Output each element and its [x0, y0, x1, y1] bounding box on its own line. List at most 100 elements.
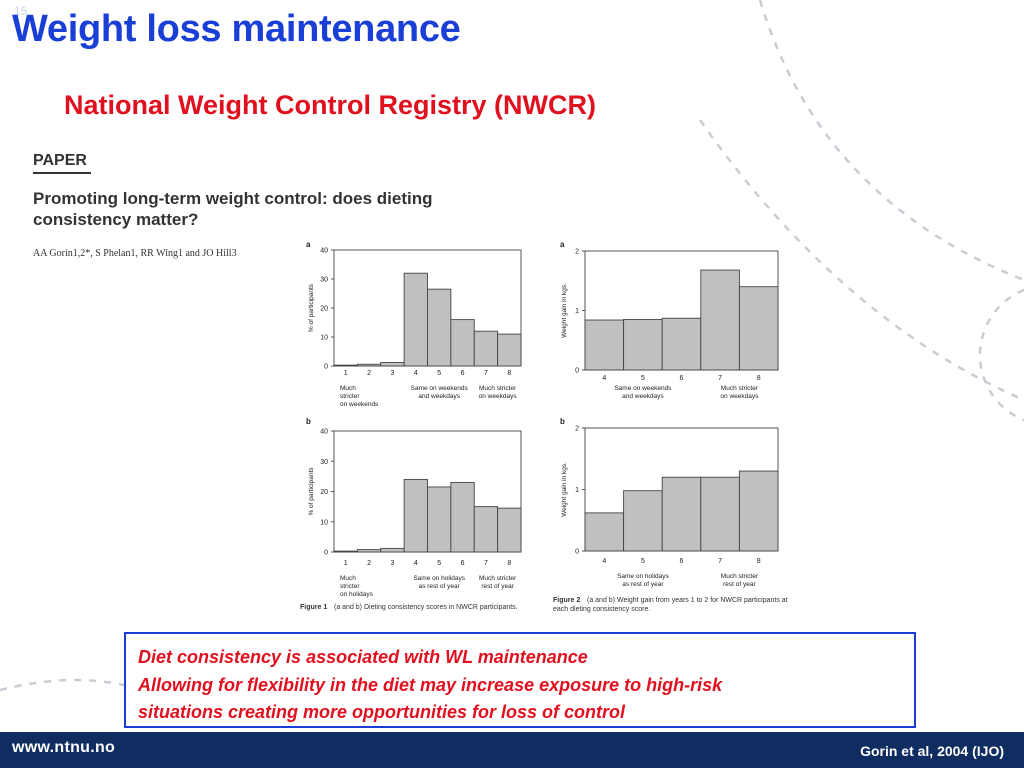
- fig2b-bar: [623, 490, 663, 552]
- fig2a-group-label: Same on weekends: [614, 385, 672, 392]
- fig1b-group-label: rest of year: [481, 583, 514, 590]
- fig2a-ylabel: Weight gain in kgs.: [561, 283, 568, 338]
- fig2b-ytick-label: 2: [575, 426, 579, 433]
- fig2b-category-label: 7: [718, 558, 722, 565]
- fig1a-ylabel: % of participants: [308, 283, 315, 332]
- fig1a-bar: [356, 363, 382, 367]
- fig1b-category-label: 3: [390, 560, 394, 567]
- fig1b-ylabel: % of participants: [308, 467, 315, 516]
- fig2b-panel-letter: b: [560, 417, 565, 426]
- fig1a-bar: [380, 362, 405, 367]
- fig1a-bar: [427, 288, 452, 367]
- fig2a-category-label: 6: [680, 375, 684, 382]
- fig1a-bar: [450, 319, 475, 367]
- fig2b-category-label: 4: [602, 558, 606, 565]
- chart-fig1b: b 0 10 20 30 40 % of participants 1 2 3 4 5 6 7 8 Muchs…: [306, 417, 522, 598]
- fig1b-ytick-label: 0: [324, 550, 328, 557]
- key-points-callout: Diet consistency is associated with WL m…: [124, 632, 916, 728]
- fig1b-ytick-label: 20: [320, 489, 328, 496]
- fig2b-group-label: as rest of year: [622, 581, 664, 588]
- fig2a-bar: [700, 269, 740, 371]
- fig1b-bar: [427, 486, 452, 553]
- fig1b-bar: [473, 506, 499, 553]
- fig1a-panel-letter: a: [306, 240, 311, 249]
- fig1a-ytick-label: 10: [320, 335, 328, 342]
- fig1b-category-label: 6: [461, 560, 465, 567]
- callout-line-2: Allowing for flexibility in the diet may…: [138, 674, 723, 695]
- fig1b-category-label: 1: [344, 560, 348, 567]
- footer-url[interactable]: www.ntnu.no: [12, 739, 116, 756]
- fig2a-ytick-label: 0: [575, 368, 579, 375]
- fig2a-category-label: 7: [718, 375, 722, 382]
- figure2-caption-label: Figure 2: [553, 597, 580, 604]
- fig1a-bar: [473, 330, 499, 367]
- fig1a-category-label: 5: [437, 370, 441, 377]
- fig2b-bar: [738, 470, 779, 552]
- fig2b-category-label: 5: [641, 558, 645, 565]
- fig2b-category-label: 6: [680, 558, 684, 565]
- fig2a-group-label: and weekdays: [622, 393, 664, 400]
- fig2b-ytick-label: 1: [575, 487, 579, 494]
- fig1a-group-label: on weekdays: [479, 393, 518, 400]
- fig1b-bar: [403, 478, 428, 553]
- fig1a-category-label: 2: [367, 370, 371, 377]
- fig1b-category-label: 5: [437, 560, 441, 567]
- fig1b-group-label: on holidays: [340, 591, 374, 598]
- fig1b-ytick-label: 30: [320, 459, 328, 466]
- fig1a-bar: [497, 333, 522, 367]
- fig2a-group-label: Much stricter: [721, 385, 759, 392]
- fig2a-bar: [623, 318, 663, 371]
- fig2a-bar: [661, 317, 702, 371]
- slide-number: 15: [14, 4, 28, 18]
- callout-line-1: Diet consistency is associated with WL m…: [138, 647, 588, 667]
- fig1a-group-label: Much stricter: [479, 385, 517, 392]
- fig1b-bar: [356, 549, 382, 553]
- paper-authors: AA Gorin1,2*, S Phelan1, RR Wing1 and JO…: [33, 248, 237, 259]
- fig2b-category-label: 8: [757, 558, 761, 565]
- fig1a-category-label: 7: [484, 370, 488, 377]
- footer-bar: www.ntnu.no Gorin et al, 2004 (IJO): [0, 732, 1024, 768]
- chart-fig2b: b 0 1 2 Weight gain in kgs. 4 5 6 7 8 Same on holi…: [560, 417, 779, 588]
- fig2a-ytick-label: 1: [575, 308, 579, 315]
- figure1-caption-text: (a and b) Dieting consistency scores in …: [334, 604, 518, 611]
- fig1b-bar: [450, 481, 475, 553]
- fig1a-group-label: stricter: [340, 393, 360, 400]
- figure2-caption-text-line2: each dieting consistency score.: [553, 606, 650, 613]
- slide-subtitle: National Weight Control Registry (NWCR): [64, 90, 596, 120]
- figure1-caption-label: Figure 1: [300, 604, 327, 611]
- fig2b-ytick-label: 0: [575, 549, 579, 556]
- fig1b-ytick-label: 10: [320, 519, 328, 526]
- fig1b-group-label: stricter: [340, 583, 360, 590]
- fig1a-bar: [333, 364, 358, 367]
- fig1a-ytick-label: 40: [320, 248, 328, 255]
- fig1a-category-label: 8: [507, 370, 511, 377]
- fig1b-category-label: 7: [484, 560, 488, 567]
- callout-line-3: situations creating more opportunities f…: [138, 702, 626, 722]
- footer-citation: Gorin et al, 2004 (IJO): [860, 743, 1004, 759]
- slide-title: Weight loss maintenance: [12, 8, 461, 50]
- chart-fig2a: a 0 1 2 Weight gain in kgs. 4 5 6 7 8 Same on week…: [560, 240, 779, 400]
- fig1b-group-label: Much stricter: [479, 575, 517, 582]
- fig1a-category-label: 4: [414, 370, 418, 377]
- fig2a-ytick-label: 2: [575, 249, 579, 256]
- fig2b-bar: [661, 476, 702, 552]
- fig1a-ytick-label: 30: [320, 277, 328, 284]
- fig1b-ytick-label: 40: [320, 429, 328, 436]
- fig1b-group-label: Much: [340, 575, 356, 582]
- figure2-caption-text-line1: (a and b) Weight gain from years 1 to 2 …: [587, 597, 788, 604]
- fig1b-bar: [497, 507, 522, 553]
- fig1b-group-label: as rest of year: [419, 583, 461, 590]
- fig2b-ylabel: Weight gain in kgs.: [561, 462, 568, 517]
- fig1b-group-label: Same on holidays: [413, 575, 465, 582]
- fig1a-ytick-label: 20: [320, 306, 328, 313]
- fig1a-category-label: 6: [461, 370, 465, 377]
- fig1b-category-label: 8: [507, 560, 511, 567]
- fig1a-category-label: 3: [390, 370, 394, 377]
- fig2b-group-label: Same on holidays: [617, 573, 669, 580]
- fig1b-panel-letter: b: [306, 417, 311, 426]
- fig1a-group-label: and weekdays: [418, 393, 460, 400]
- fig1b-category-label: 2: [367, 560, 371, 567]
- paper-label: PAPER: [33, 152, 87, 169]
- chart-fig1a: a 0 10 20 30 40 % of participants 1 2 3 4 5 6 7 8 Muchs…: [306, 240, 522, 408]
